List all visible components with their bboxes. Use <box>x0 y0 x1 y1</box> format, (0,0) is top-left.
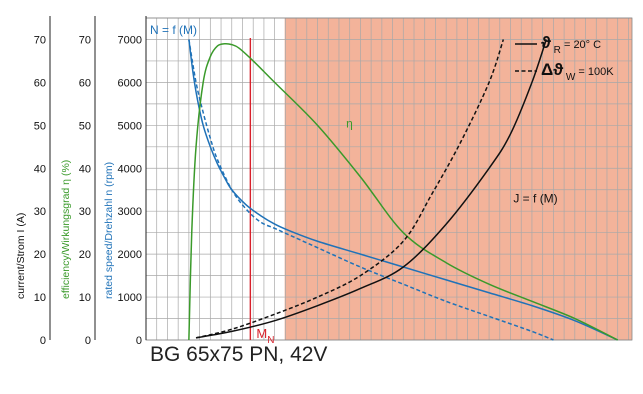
current-axis-label: current/Strom I (A) <box>15 213 27 299</box>
motor-characteristic-chart: 0 10 20 30 40 50 60 70 current/Strom I (A) 0 10 20 3… <box>15 16 633 345</box>
speed-tick-label: 1000 <box>118 292 142 304</box>
legend: ϑ R = 20° C Δϑ W = 100K <box>515 33 614 83</box>
speed-tick-label: 5000 <box>118 120 142 132</box>
speed-tick-label: 3000 <box>118 206 142 218</box>
series-speed_100 <box>188 39 554 341</box>
efficiency-tick-label: 50 <box>79 120 91 132</box>
annotations: N = f (M) η J = f (M) <box>150 23 558 206</box>
current-tick-label: 20 <box>34 249 46 261</box>
current-tick-label: 30 <box>34 206 46 218</box>
efficiency-axis-label: efficiency/Wirkungsgrad η (%) <box>60 160 72 299</box>
speed-tick-label: 0 <box>136 335 142 345</box>
shaded-overload-region <box>284 18 632 340</box>
current-tick-label: 0 <box>40 335 46 345</box>
series-speed_20 <box>188 39 619 341</box>
current-tick-label: 50 <box>34 120 46 132</box>
speed-tick-label: 7000 <box>118 34 142 46</box>
speed-tick-label: 2000 <box>118 249 142 261</box>
series-efficiency <box>188 42 619 341</box>
efficiency-tick-label: 20 <box>79 249 91 261</box>
plot-grid <box>145 17 633 341</box>
y-axes: 0 10 20 30 40 50 60 70 current/Strom I (A) 0 10 20 3… <box>15 16 147 345</box>
series-current_20 <box>195 39 547 339</box>
current-tick-label: 60 <box>34 77 46 89</box>
efficiency-tick-label: 40 <box>79 163 91 175</box>
data-series: MN <box>188 38 619 345</box>
speed-tick-label: 4000 <box>118 163 142 175</box>
chart-caption: BG 65x75 PN, 42V <box>150 343 328 366</box>
efficiency-tick-label: 10 <box>79 292 91 304</box>
annotation-label: J = f (M) <box>513 192 557 206</box>
efficiency-tick-label: 0 <box>85 335 91 345</box>
legend-entry: ϑ R = 20° C <box>541 33 601 56</box>
annotation-label: η <box>346 116 353 130</box>
current-tick-label: 70 <box>34 34 46 46</box>
efficiency-tick-label: 30 <box>79 206 91 218</box>
efficiency-tick-label: 70 <box>79 34 91 46</box>
annotation-label: N = f (M) <box>150 23 197 37</box>
current-tick-label: 40 <box>34 163 46 175</box>
current-tick-label: 10 <box>34 292 46 304</box>
series-current_100 <box>195 39 505 339</box>
efficiency-tick-label: 60 <box>79 77 91 89</box>
speed-tick-label: 6000 <box>118 77 142 89</box>
speed-axis-label: rated speed/Drehzahl n (rpm) <box>103 162 115 299</box>
legend-entry: Δϑ W = 100K <box>541 60 614 83</box>
